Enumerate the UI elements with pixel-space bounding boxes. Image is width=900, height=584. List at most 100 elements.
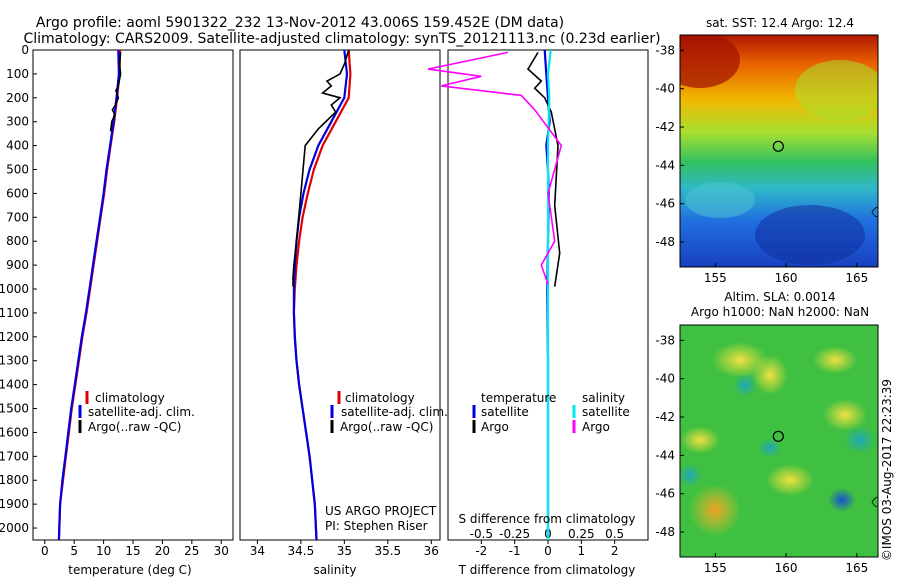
- salinity-series: [292, 49, 352, 541]
- salinity-axis-tick-label: 34: [250, 544, 265, 558]
- depth-tick-label: 300: [6, 115, 29, 129]
- sst-map-lat-label: -40: [655, 82, 675, 96]
- series-line: [109, 52, 122, 132]
- sla-high-spot: [823, 399, 867, 431]
- depth-tick-label: 1300: [0, 354, 29, 368]
- depth-axis-ticks: 0 100 200 300 400 500 600 700 800 900 1000 1100 1200…: [0, 43, 37, 535]
- s-diff-axis-tick-label: -0.25: [499, 527, 530, 541]
- sst-map-lon-label: 160: [775, 271, 798, 285]
- coastline-fragment: [871, 207, 879, 217]
- sst-warm-patch: [680, 35, 740, 88]
- sst-map-ticks: 155 160 165 -38 -40 -42 -44 -46 -48: [655, 43, 868, 285]
- pi-label: PI: Stephen Riser: [325, 519, 428, 533]
- imos-credit: ©IMOS 03-Aug-2017 22:23:39: [880, 379, 894, 561]
- legend-label-temp-argo: Argo: [481, 420, 509, 434]
- sst-cold-patch: [755, 205, 865, 265]
- depth-tick-label: 1400: [0, 378, 29, 392]
- sla-map-lat-label: -40: [655, 372, 675, 386]
- temperature-plot-frame: [32, 49, 234, 541]
- s-diff-axis-ticks: -0.5 -0.25 0 0.25 0.5: [470, 527, 625, 541]
- sla-high-spot: [813, 346, 857, 374]
- depth-tick-label: 1500: [0, 402, 29, 416]
- sla-map-panel: Altim. SLA: 0.0014 Argo h1000: NaN h2000…: [655, 290, 894, 575]
- legend-label-climatology: climatology: [95, 391, 165, 405]
- sla-map-lon-label: 160: [775, 561, 798, 575]
- legend-label-sal-argo: Argo: [582, 420, 610, 434]
- sla-map-lon-label: 155: [704, 561, 727, 575]
- depth-tick-label: 1800: [0, 473, 29, 487]
- s-diff-x-label: S difference from climatology: [459, 512, 636, 526]
- depth-tick-label: 500: [6, 163, 29, 177]
- legend-label-sal-satellite: satellite: [582, 405, 630, 419]
- salinity-axis-tick-label: 35.5: [374, 544, 401, 558]
- salinity-panel: 34 34.5 35 35.5 36 salinity climatology sate…: [239, 49, 448, 577]
- sst-map-lon-label: 155: [704, 271, 727, 285]
- salinity-x-label: salinity: [313, 563, 356, 577]
- depth-tick-label: 1600: [0, 425, 29, 439]
- salinity-axis-ticks: 34 34.5 35 35.5 36: [250, 540, 439, 558]
- sla-low-spot: [733, 373, 757, 397]
- sst-map-lat-label: -48: [655, 235, 675, 249]
- sst-heatmap: [680, 35, 878, 267]
- temperature-axis-tick-label: 25: [184, 544, 199, 558]
- argo-location-marker: [772, 140, 784, 152]
- legend-label-satellite: satellite-adj. clim.: [341, 405, 448, 419]
- depth-tick-label: 1900: [0, 497, 29, 511]
- salinity-axis-tick-label: 36: [424, 544, 439, 558]
- s-diff-axis-tick-label: 0.5: [605, 527, 624, 541]
- title-line-1: Argo profile: aoml 5901322_232 13-Nov-20…: [36, 15, 564, 31]
- series-line: [292, 49, 350, 287]
- legend-label-satellite: satellite-adj. clim.: [88, 405, 195, 419]
- sla-map-lat-label: -42: [655, 410, 675, 424]
- sla-map-title-2: Argo h1000: NaN h2000: NaN: [691, 305, 869, 319]
- sst-map-frame: [679, 34, 879, 268]
- depth-tick-label: 700: [6, 210, 29, 224]
- depth-tick-label: 1000: [0, 282, 29, 296]
- series-line: [292, 49, 349, 541]
- sla-map-lat-label: -44: [655, 448, 675, 462]
- sla-map-lat-label: -38: [655, 333, 675, 347]
- sla-high-spot: [752, 355, 788, 395]
- depth-tick-label: 0: [21, 43, 29, 57]
- legend-label-temp-satellite: satellite: [481, 405, 529, 419]
- temperature-axis-ticks: 0 5 10 15 20 25 30: [41, 540, 229, 558]
- s-diff-axis-tick-label: 0.25: [568, 527, 595, 541]
- series-line: [57, 49, 121, 541]
- sla-map-frame: [679, 324, 879, 558]
- argo-location-marker: [772, 430, 784, 442]
- legend-title-temperature: temperature: [481, 391, 556, 405]
- salinity-plot-frame: [239, 49, 441, 541]
- temperature-panel: 0100200300400500600700800900100011001200…: [0, 43, 234, 577]
- temperature-axis-tick-label: 20: [155, 544, 170, 558]
- sla-map-title-1: Altim. SLA: 0.0014: [724, 290, 835, 304]
- series-line: [546, 49, 552, 540]
- temperature-series: [57, 49, 122, 541]
- depth-tick-label: 800: [6, 234, 29, 248]
- sla-map-lat-label: -48: [655, 525, 675, 539]
- t-diff-axis-tick-label: -2: [475, 544, 487, 558]
- depth-tick-label: 1100: [0, 306, 29, 320]
- legend-label-climatology: climatology: [345, 391, 415, 405]
- depth-tick-label: 1700: [0, 449, 29, 463]
- t-diff-axis-ticks: -2 -1 0 1 2: [475, 540, 618, 558]
- depth-tick-label: 2000: [0, 521, 29, 535]
- depth-tick-label: 200: [6, 91, 29, 105]
- t-diff-axis-tick-label: 2: [611, 544, 619, 558]
- difference-legend: temperature satellite Argo salinity sate…: [472, 391, 630, 434]
- sst-map-lon-label: 165: [845, 271, 868, 285]
- sla-low-spot: [680, 463, 702, 487]
- t-diff-x-label: T difference from climatology: [458, 563, 636, 577]
- depth-tick-label: 600: [6, 186, 29, 200]
- sst-cyan-patch: [685, 182, 755, 218]
- difference-panel: -2 -1 0 1 2 -0.5 -0.25 0 0.25 0.5 T difference f…: [427, 49, 649, 577]
- sla-map-lon-label: 165: [845, 561, 868, 575]
- sla-low-spot: [844, 426, 876, 454]
- sst-map-lat-label: -46: [655, 197, 675, 211]
- depth-tick-label: 1200: [0, 330, 29, 344]
- coastline-fragment: [871, 497, 879, 507]
- salinity-axis-tick-label: 34.5: [288, 544, 315, 558]
- sla-high-spot: [766, 464, 814, 496]
- sla-high-spot: [680, 426, 720, 454]
- temperature-axis-tick-label: 0: [41, 544, 49, 558]
